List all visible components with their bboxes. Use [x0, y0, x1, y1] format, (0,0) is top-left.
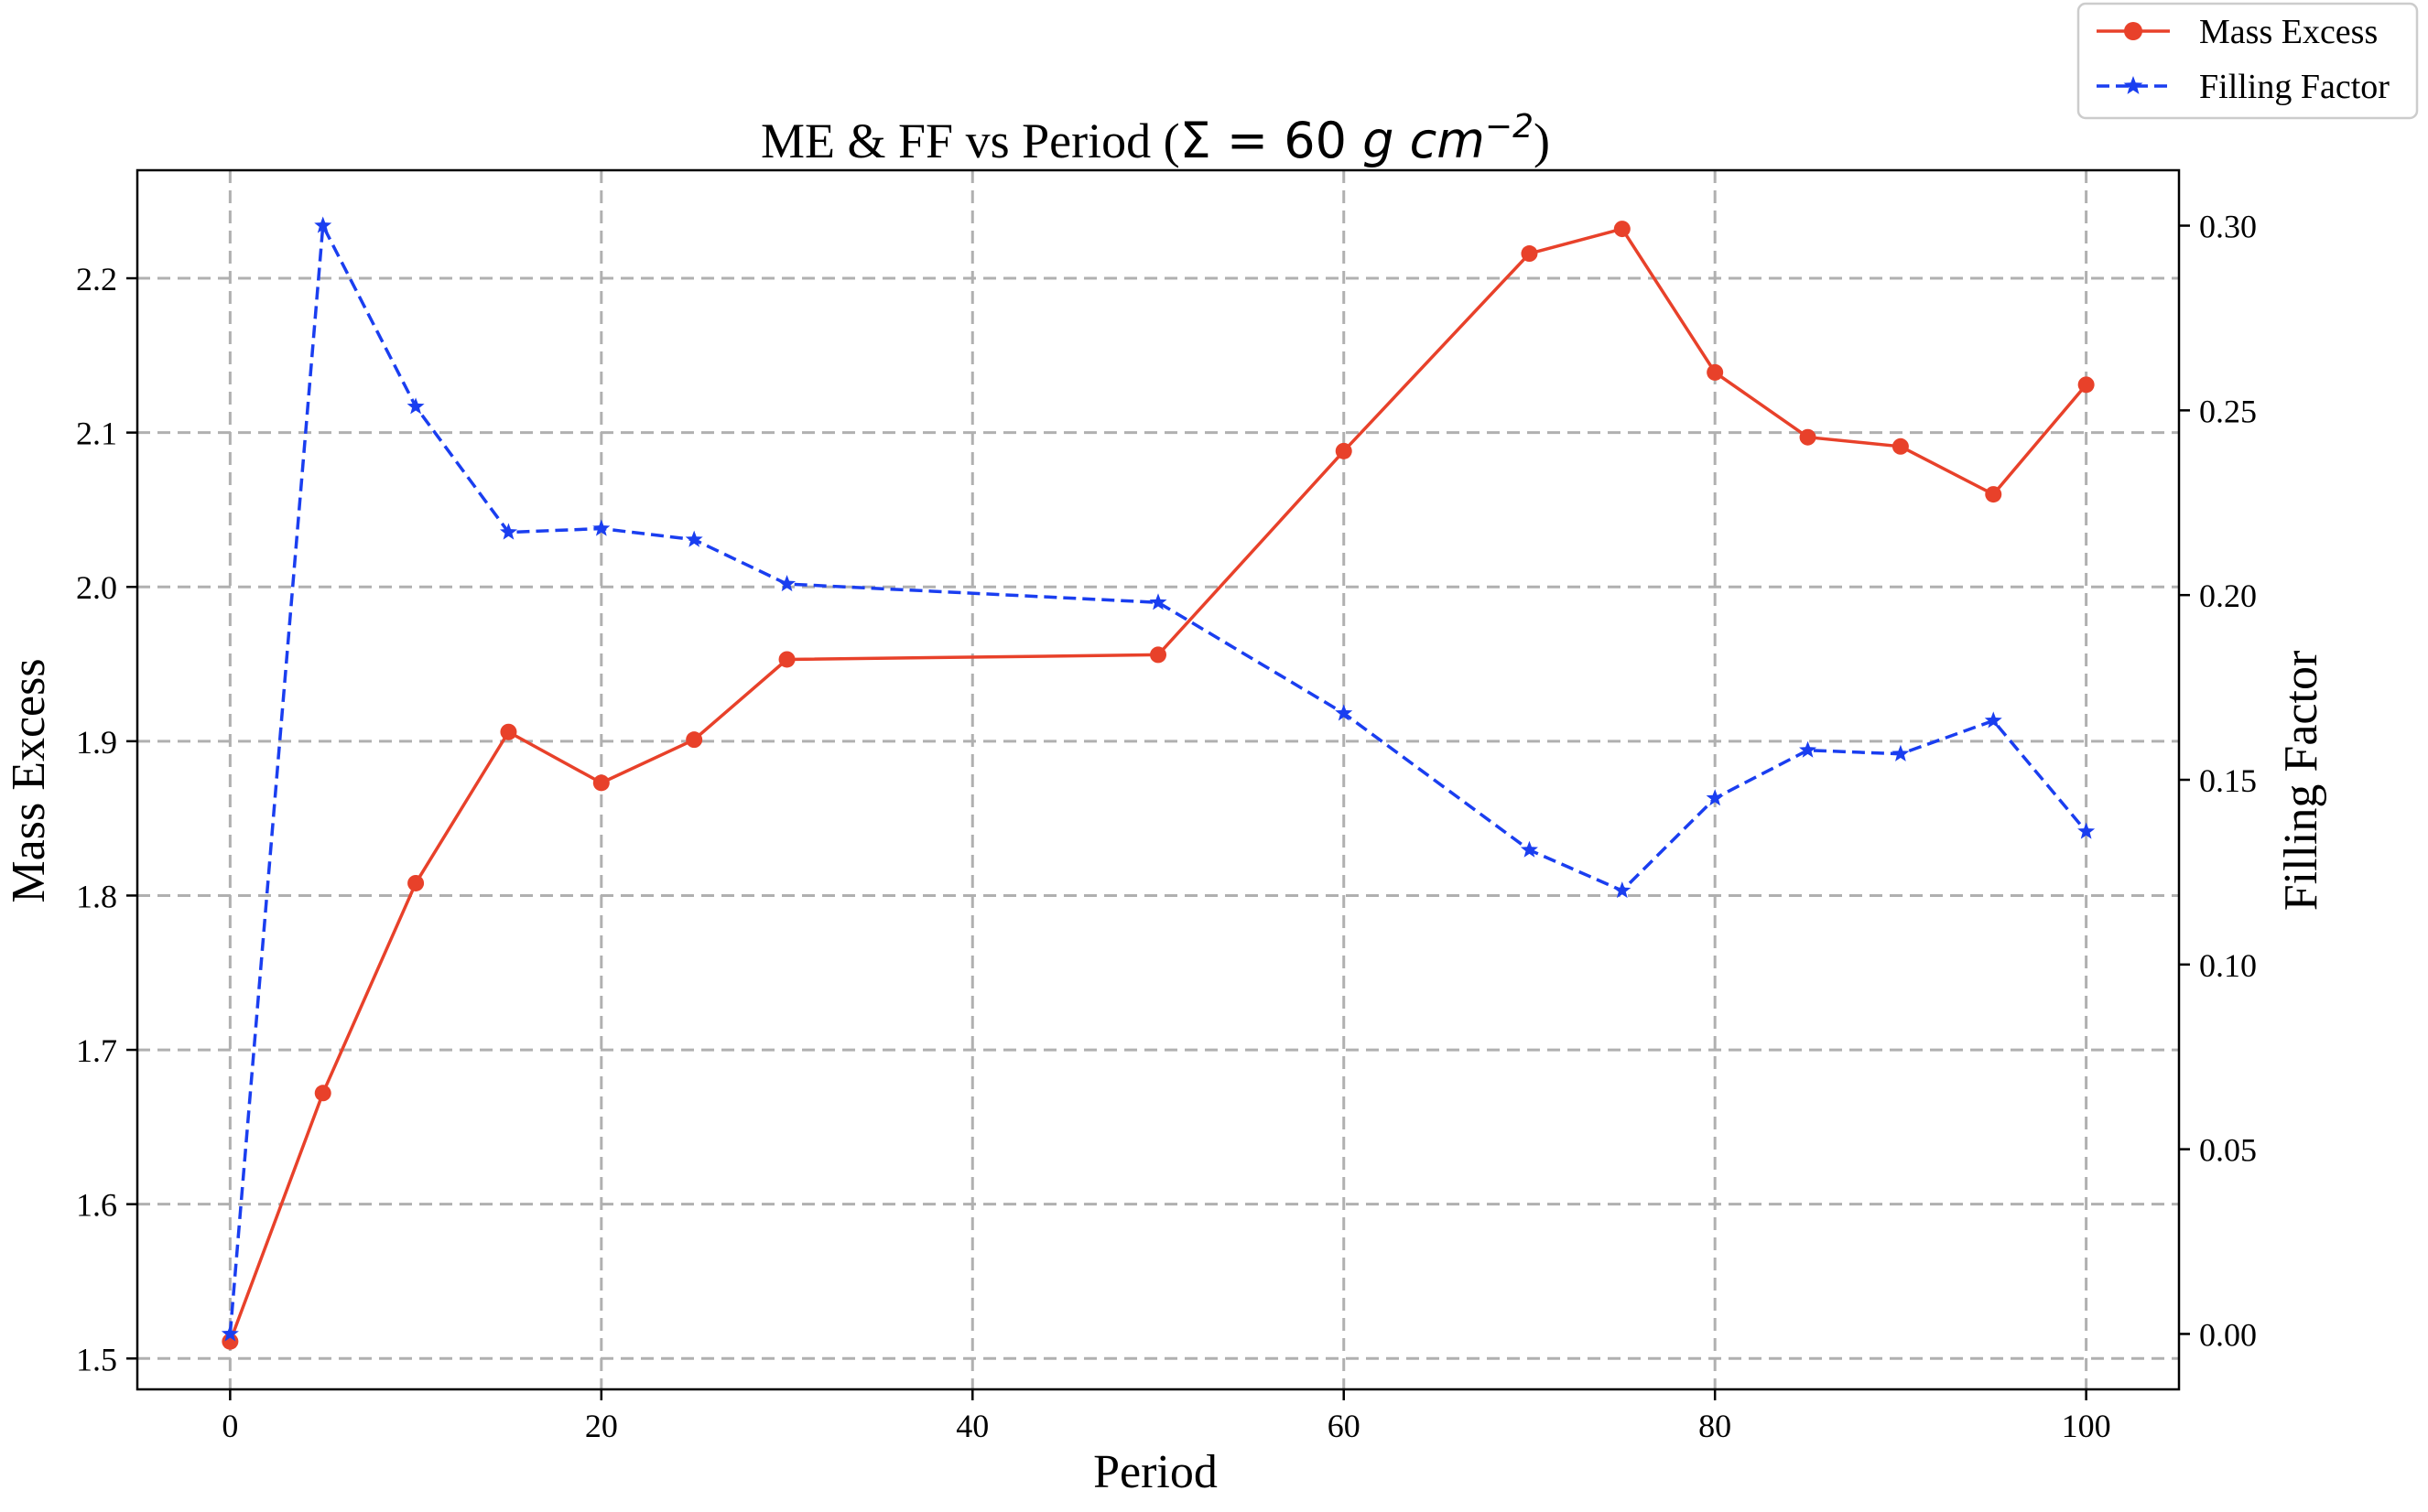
y-axis-right-label: Filling Factor [2275, 651, 2327, 912]
data-point [1520, 840, 1538, 858]
data-point [686, 731, 703, 749]
data-point [314, 216, 332, 233]
data-point [1799, 428, 1816, 446]
data-point [592, 774, 610, 792]
series-line-filling-factor [228, 223, 2087, 1334]
y-left-tick-label: 1.5 [76, 1341, 117, 1377]
data-point [1335, 704, 1353, 721]
title-sigma: Σ [1180, 112, 1211, 169]
y-right-tick-label: 0.20 [2199, 578, 2257, 614]
legend-label-filling-factor: Filling Factor [2199, 68, 2390, 106]
data-point [1335, 442, 1352, 459]
series-mass-excess [222, 221, 2095, 1350]
y-left-tick-label: 2.1 [76, 416, 117, 452]
legend-marker-mass-excess [2124, 22, 2142, 40]
y-left-tick-label: 1.9 [76, 724, 117, 761]
y-left-tick-label: 1.7 [76, 1032, 117, 1069]
data-point [685, 530, 703, 547]
data-point [1150, 646, 1166, 664]
data-point [407, 874, 425, 891]
data-point [221, 1324, 239, 1342]
y-right-tick-label: 0.00 [2199, 1316, 2257, 1353]
legend-label-mass-excess: Mass Excess [2199, 13, 2378, 51]
chart-title: ME & FF vs Period (Σ = 60 g cm−2) [761, 108, 1550, 169]
data-point [1149, 593, 1167, 610]
y-left-tick-label: 2.2 [76, 261, 117, 297]
data-point [2077, 376, 2095, 394]
data-point [1985, 486, 2002, 503]
y-right-tick-label: 0.10 [2199, 947, 2257, 984]
title-math: = 60 [1211, 112, 1362, 169]
x-tick-label: 20 [585, 1408, 618, 1444]
data-point [1891, 744, 1910, 761]
data-point [1891, 437, 1909, 455]
title-suffix: ) [1534, 113, 1550, 168]
data-point [2077, 822, 2096, 839]
legend: Mass Excess Filling Factor [2076, 2, 2419, 120]
y-right-tick-label: 0.25 [2199, 393, 2257, 429]
x-tick-label: 80 [1698, 1408, 1731, 1444]
data-point [1613, 881, 1631, 899]
x-tick-label: 40 [956, 1408, 989, 1444]
y-axis-left-label: Mass Excess [3, 658, 55, 902]
data-point [1521, 245, 1538, 263]
legend-marker-filling-factor [2123, 76, 2143, 94]
grid-lines [137, 170, 2179, 1389]
series-filling-factor [221, 216, 2096, 1342]
axis-ticks: 0 20 40 60 80 100 1.5 1.6 1.7 1.8 1.9 2.0 2.1 2.2 0.00… [76, 209, 2257, 1444]
data-point [500, 723, 517, 740]
y-left-tick-label: 1.8 [76, 878, 117, 914]
title-prefix: ME & FF vs Period ( [761, 113, 1180, 168]
y-right-tick-label: 0.30 [2199, 209, 2257, 245]
y-right-tick-label: 0.15 [2199, 762, 2257, 799]
data-point [406, 397, 425, 415]
title-exponent: −2 [1485, 108, 1534, 146]
x-axis-label: Period [1093, 1446, 1218, 1498]
y-left-tick-label: 2.0 [76, 569, 117, 606]
data-point [1799, 740, 1817, 758]
data-point [314, 1085, 331, 1102]
data-point [778, 575, 797, 592]
data-point [499, 523, 517, 540]
plot-frame [135, 168, 2181, 1391]
data-point [1706, 789, 1724, 806]
x-tick-label: 100 [2062, 1408, 2111, 1444]
data-point [1613, 221, 1631, 238]
data-point [592, 519, 611, 536]
series-layer [221, 216, 2096, 1350]
series-line-mass-excess [228, 227, 2087, 1343]
data-point [1984, 711, 2002, 729]
x-tick-label: 0 [222, 1408, 238, 1444]
data-point [1707, 363, 1724, 381]
y-left-tick-label: 1.6 [76, 1187, 117, 1224]
data-point [778, 651, 796, 668]
x-tick-label: 60 [1328, 1408, 1360, 1444]
title-units: g cm [1362, 112, 1485, 169]
y-right-tick-label: 0.05 [2199, 1132, 2257, 1169]
